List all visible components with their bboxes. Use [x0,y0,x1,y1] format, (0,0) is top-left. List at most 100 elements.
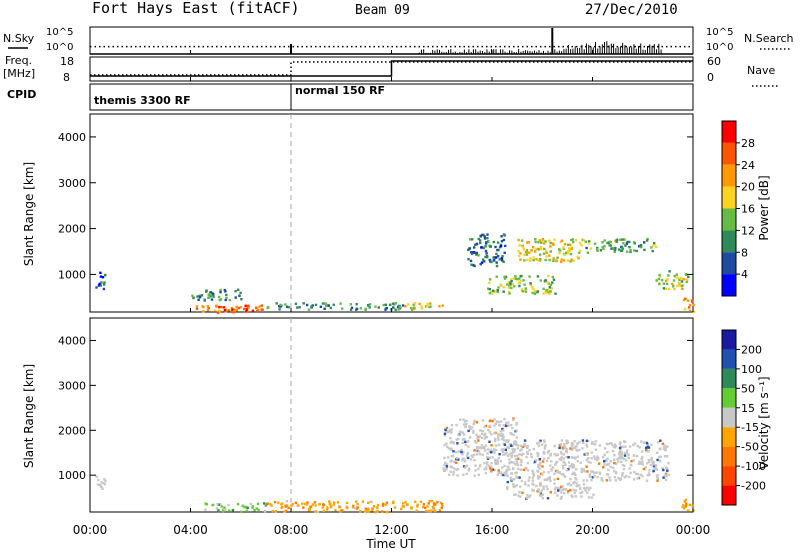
velocity-cell [558,471,561,474]
velocity-cell [635,472,638,476]
velocity-cell [281,505,284,509]
velocity-cell [518,453,521,456]
power-cell [490,260,493,264]
velocity-cell [494,437,497,440]
power-colorbar-label: 4 [741,268,748,281]
power-cell [578,249,582,253]
power-cell [691,300,694,303]
power-cell [483,235,486,238]
power-cell [572,240,575,244]
power-cell [545,250,548,253]
velocity-cell [578,484,581,487]
velocity-cell [661,442,665,445]
velocity-cell [526,452,529,455]
power-cell [469,259,473,263]
power-cell [501,255,504,258]
power-cell [101,276,105,279]
velocity-cell [520,453,523,457]
velocity-cell [619,477,623,480]
velocity-cell [657,441,660,444]
velocity-cell [542,471,546,474]
power-cell [219,298,223,301]
velocity-cell [580,470,583,474]
power-cell [542,242,546,245]
power-cell [364,307,367,311]
power-cell [675,273,678,276]
velocity-cell [501,432,504,436]
velocity-cell [576,459,579,463]
velocity-cell [603,463,606,466]
power-cell [558,251,561,255]
velocity-cell [641,475,644,478]
velocity-cell [506,480,509,484]
velocity-colorbar-swatch [722,388,736,408]
velocity-cell [594,440,597,443]
velocity-cell [537,477,540,480]
velocity-cell [497,443,501,447]
velocity-cell [685,502,688,505]
velocity-cell [527,479,530,482]
velocity-cell [607,462,610,466]
velocity-cell [543,439,546,442]
power-cell [542,287,545,290]
velocity-cell [269,503,272,506]
velocity-cell [422,503,425,506]
velocity-cell [100,481,103,484]
velocity-cell [537,488,540,492]
velocity-cell [328,500,331,503]
power-cell [240,298,243,301]
velocity-cell [476,436,479,440]
velocity-cell [506,486,509,489]
power-cell [502,290,505,293]
velocity-cell [501,434,504,437]
velocity-cell [528,495,531,499]
velocity-cell [228,509,231,512]
velocity-cell [253,508,256,512]
velocity-cell [488,450,492,453]
velocity-cell [652,463,655,466]
velocity-cell [655,475,659,478]
velocity-cell [522,452,525,456]
power-cell [671,282,674,286]
power-cell [530,286,534,289]
velocity-cell [589,461,592,464]
velocity-cell [538,484,542,487]
power-cell [527,251,530,254]
power-cell [560,260,563,264]
velocity-cell [682,504,685,507]
velocity-cell [549,464,552,467]
velocity-cell [582,441,585,444]
power-cell [652,244,655,247]
velocity-cell [596,476,599,479]
velocity-cell [614,479,618,482]
freq-tick-top: 18 [60,55,74,68]
power-cell [562,246,565,249]
velocity-cell [450,455,453,458]
velocity-cell [531,476,535,479]
velocity-cell [356,506,359,509]
power-cell [332,303,335,306]
velocity-cell [647,472,651,475]
velocity-cell [372,505,376,508]
velocity-cell [305,503,309,506]
velocity-cell [665,454,668,458]
velocity-cell [588,473,591,476]
power-cell [507,281,510,284]
velocity-cell [277,501,280,504]
velocity-cell [352,504,355,508]
velocity-cell [526,451,529,454]
velocity-cell [477,450,480,453]
power-cell [673,287,676,291]
velocity-cell [652,469,655,473]
power-cell [547,288,550,292]
velocity-cell [575,478,578,481]
velocity-cell [339,505,342,509]
velocity-cell [608,476,611,479]
power-cell [519,279,522,282]
velocity-cell [619,441,622,444]
velocity-cell [474,464,477,467]
power-cell [643,241,646,244]
power-cell [536,290,540,293]
power-cell [213,309,217,312]
